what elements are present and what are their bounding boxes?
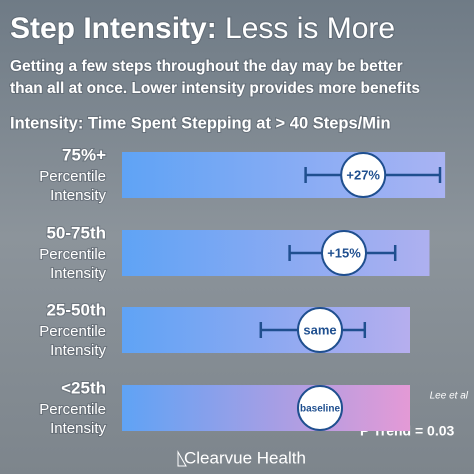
category-sublabel: Intensity (50, 187, 106, 204)
category-sublabel: Intensity (50, 342, 106, 359)
brand: Clearvue Health (184, 448, 306, 467)
source: Lee et al (430, 391, 469, 402)
value-marker (297, 385, 343, 431)
category-label: 25-50th (46, 300, 106, 319)
category-label: 50-75th (46, 223, 106, 242)
chart-title: Step Intensity: Less is More (10, 12, 395, 45)
value-label: +27% (346, 167, 380, 182)
value-label: +15% (327, 245, 361, 260)
category-sublabel: Percentile (39, 246, 106, 263)
category-label: <25th (61, 378, 106, 397)
value-marker (340, 152, 387, 198)
category-sublabel: Intensity (50, 420, 106, 437)
category-sublabel: Intensity (50, 265, 106, 282)
value-label: same (303, 322, 336, 337)
subtitle: than all at once. Lower intensity provid… (10, 80, 420, 97)
category-sublabel: Percentile (39, 401, 106, 418)
value-marker (297, 307, 343, 353)
value-marker (321, 230, 367, 276)
axis-title: Intensity: Time Spent Stepping at > 40 S… (10, 114, 391, 132)
category-sublabel: Percentile (39, 323, 106, 340)
value-label: baseline (300, 404, 340, 415)
category-sublabel: Percentile (39, 168, 106, 185)
brand-logo (177, 450, 187, 467)
subtitle: Getting a few steps throughout the day m… (10, 58, 403, 75)
category-label: 75%+ (62, 145, 106, 164)
bar (122, 385, 410, 431)
